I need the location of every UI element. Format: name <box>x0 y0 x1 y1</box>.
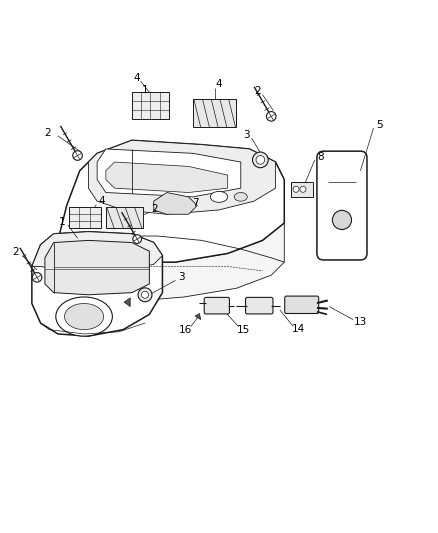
Text: 1: 1 <box>142 85 148 95</box>
Bar <box>193 99 237 127</box>
Polygon shape <box>45 240 149 295</box>
Text: 7: 7 <box>192 198 198 208</box>
Ellipse shape <box>64 303 104 329</box>
FancyBboxPatch shape <box>204 297 230 314</box>
Polygon shape <box>97 149 241 197</box>
Text: 15: 15 <box>237 325 250 335</box>
Bar <box>291 182 313 197</box>
Circle shape <box>253 152 268 168</box>
Text: 1: 1 <box>59 217 66 227</box>
Text: 4: 4 <box>133 72 140 83</box>
Polygon shape <box>88 140 276 214</box>
Circle shape <box>73 151 82 160</box>
Ellipse shape <box>234 192 247 201</box>
Circle shape <box>32 272 42 282</box>
Text: 2: 2 <box>45 128 51 138</box>
Bar <box>106 207 143 228</box>
Polygon shape <box>36 223 284 301</box>
Text: 2: 2 <box>12 247 19 257</box>
Circle shape <box>133 235 141 244</box>
Circle shape <box>300 186 306 192</box>
Circle shape <box>293 186 299 192</box>
Text: 14: 14 <box>292 324 305 334</box>
Text: 5: 5 <box>376 119 382 130</box>
Text: 8: 8 <box>317 152 324 162</box>
FancyBboxPatch shape <box>317 151 367 260</box>
Polygon shape <box>154 192 197 214</box>
Polygon shape <box>58 140 284 262</box>
Ellipse shape <box>56 297 113 336</box>
Text: 2: 2 <box>151 205 158 214</box>
Text: 4: 4 <box>215 79 223 88</box>
Text: 2: 2 <box>254 86 261 96</box>
Polygon shape <box>36 240 62 293</box>
Bar <box>69 207 101 228</box>
Text: 3: 3 <box>178 272 185 282</box>
Polygon shape <box>32 232 162 336</box>
Text: 4: 4 <box>98 196 105 206</box>
FancyBboxPatch shape <box>285 296 319 313</box>
FancyBboxPatch shape <box>246 297 273 314</box>
Circle shape <box>332 211 352 230</box>
Circle shape <box>256 156 265 164</box>
Circle shape <box>266 111 276 121</box>
Text: 3: 3 <box>243 130 250 140</box>
Text: 13: 13 <box>354 317 367 327</box>
Circle shape <box>141 292 148 298</box>
Ellipse shape <box>210 191 228 203</box>
Polygon shape <box>106 162 228 192</box>
Polygon shape <box>124 298 130 306</box>
Text: 16: 16 <box>179 325 193 335</box>
Circle shape <box>138 288 152 302</box>
Bar <box>132 92 169 118</box>
Polygon shape <box>195 313 201 320</box>
Polygon shape <box>32 232 162 269</box>
